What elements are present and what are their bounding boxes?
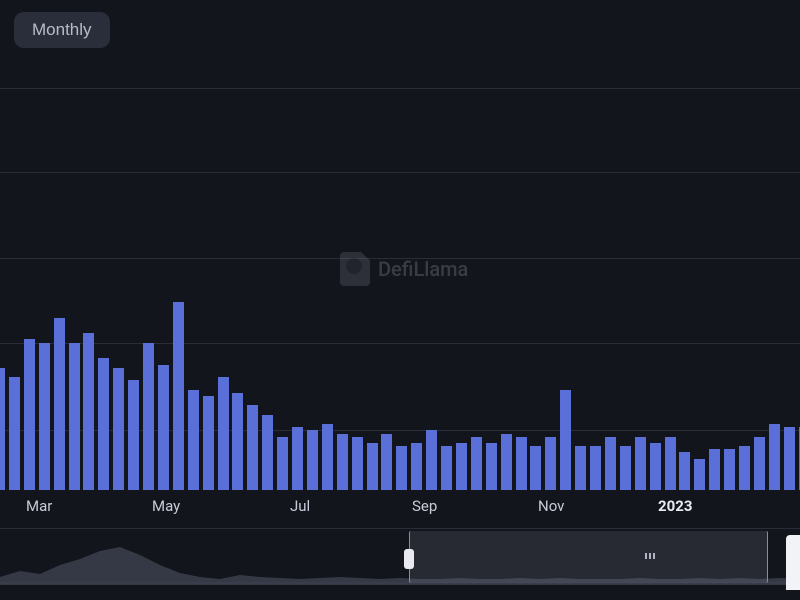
bar[interactable] (665, 437, 676, 490)
bar[interactable] (69, 343, 80, 490)
bar[interactable] (411, 443, 422, 490)
bar[interactable] (0, 368, 5, 490)
bar[interactable] (83, 333, 94, 490)
bar[interactable] (98, 358, 109, 490)
bar[interactable] (545, 437, 556, 490)
x-axis-label: 2023 (658, 497, 692, 515)
x-axis-label: Mar (26, 497, 52, 515)
bar[interactable] (694, 459, 705, 490)
bar[interactable] (188, 390, 199, 490)
bar[interactable] (203, 396, 214, 490)
bar[interactable] (54, 318, 65, 490)
bar[interactable] (739, 446, 750, 490)
bar[interactable] (232, 393, 243, 490)
bar[interactable] (441, 446, 452, 490)
watermark-text: DefiLlama (378, 257, 468, 281)
navigator-grip-icon (640, 553, 660, 563)
bar[interactable] (143, 343, 154, 490)
bar[interactable] (113, 368, 124, 490)
bar-series (0, 0, 800, 490)
bar[interactable] (352, 437, 363, 490)
bar[interactable] (322, 424, 333, 490)
bar[interactable] (218, 377, 229, 490)
bar[interactable] (456, 443, 467, 490)
chart-navigator[interactable] (0, 528, 800, 584)
bar[interactable] (381, 434, 392, 490)
bar[interactable] (560, 390, 571, 490)
navigator-handle-left[interactable] (404, 549, 414, 569)
x-axis-label: Jul (290, 497, 310, 515)
bar[interactable] (262, 415, 273, 490)
bar[interactable] (39, 343, 50, 490)
bar[interactable] (277, 437, 288, 490)
bar[interactable] (590, 446, 601, 490)
llama-icon (340, 252, 370, 286)
bar[interactable] (769, 424, 780, 490)
bar[interactable] (337, 434, 348, 490)
bar[interactable] (173, 302, 184, 490)
bar[interactable] (128, 380, 139, 490)
bar[interactable] (605, 437, 616, 490)
bar[interactable] (620, 446, 631, 490)
bar[interactable] (635, 437, 646, 490)
side-panel-edge (786, 535, 800, 590)
bar[interactable] (709, 449, 720, 490)
x-axis-label: May (152, 497, 180, 515)
bar[interactable] (24, 339, 35, 490)
bar[interactable] (516, 437, 527, 490)
bar[interactable] (575, 446, 586, 490)
x-axis: Mar May Jul Sep Nov 2023 (0, 497, 800, 521)
bar[interactable] (724, 449, 735, 490)
bar[interactable] (754, 437, 765, 490)
bar[interactable] (471, 437, 482, 490)
bar[interactable] (307, 430, 318, 490)
bar[interactable] (367, 443, 378, 490)
bar[interactable] (486, 443, 497, 490)
x-axis-label: Nov (538, 497, 564, 515)
watermark: DefiLlama (340, 252, 468, 286)
bar[interactable] (530, 446, 541, 490)
bar[interactable] (501, 434, 512, 490)
bar[interactable] (158, 365, 169, 490)
bar[interactable] (784, 427, 795, 490)
bar[interactable] (426, 430, 437, 490)
bar[interactable] (292, 427, 303, 490)
bar[interactable] (650, 443, 661, 490)
navigator-selection[interactable] (409, 531, 768, 583)
bar[interactable] (247, 405, 258, 490)
bar[interactable] (679, 452, 690, 490)
x-axis-label: Sep (412, 497, 437, 515)
main-chart: DefiLlama (0, 0, 800, 490)
bar[interactable] (9, 377, 20, 490)
bar[interactable] (396, 446, 407, 490)
